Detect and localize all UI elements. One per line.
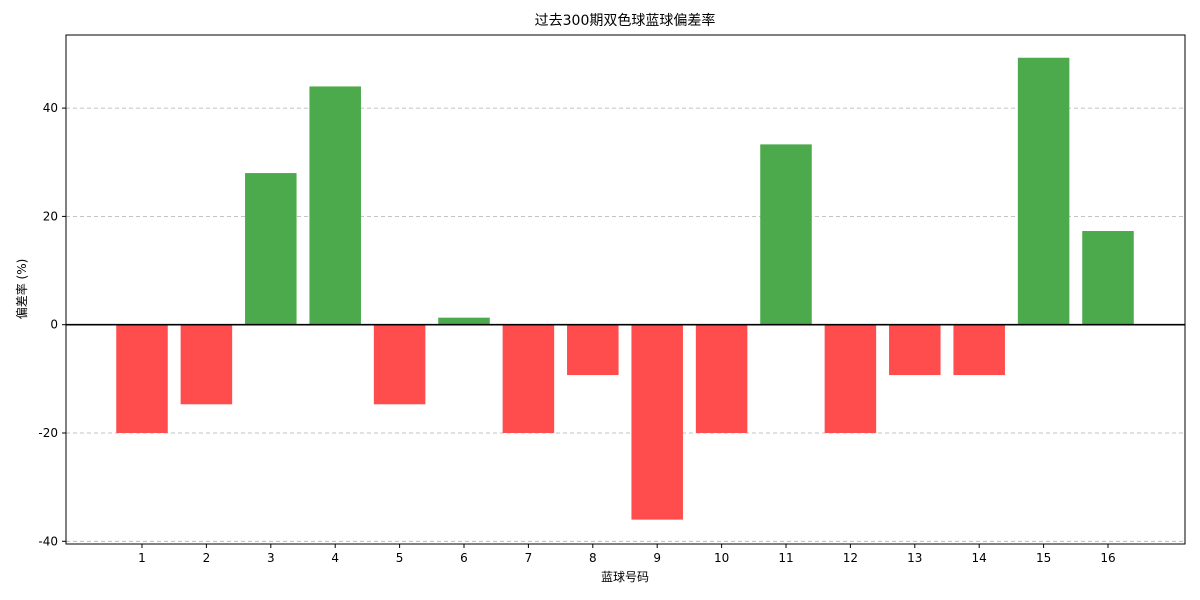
x-tick-label: 14	[972, 551, 987, 565]
bar-15	[1018, 58, 1070, 325]
x-tick-label: 12	[843, 551, 858, 565]
x-tick-label: 4	[331, 551, 339, 565]
bar-2	[181, 325, 233, 405]
bar-5	[374, 325, 426, 405]
bar-8	[567, 325, 619, 375]
plot-frame	[66, 35, 1185, 544]
y-tick-label: 40	[43, 101, 58, 115]
bar-1	[116, 325, 168, 433]
y-tick-label: 20	[43, 209, 58, 223]
bar-4	[309, 86, 361, 324]
chart-title: 过去300期双色球蓝球偏差率	[535, 12, 716, 29]
bar-3	[245, 173, 297, 325]
x-tick-label: 13	[907, 551, 922, 565]
x-tick-label: 7	[525, 551, 533, 565]
bar-14	[953, 325, 1005, 375]
bar-12	[825, 325, 877, 433]
x-tick-label: 3	[267, 551, 275, 565]
bar-6	[438, 318, 490, 325]
x-tick-label: 16	[1100, 551, 1115, 565]
x-tick-label: 9	[653, 551, 661, 565]
bar-10	[696, 325, 748, 433]
y-tick-label: 0	[50, 318, 58, 332]
x-tick-label: 8	[589, 551, 597, 565]
x-tick-label: 10	[714, 551, 729, 565]
bar-9	[631, 325, 683, 520]
bar-layer	[66, 58, 1185, 520]
x-tick-label: 2	[203, 551, 211, 565]
x-tick-label: 5	[396, 551, 404, 565]
bar-7	[503, 325, 555, 433]
x-tick-label: 1	[138, 551, 146, 565]
y-tick-label: -40	[38, 534, 58, 548]
bar-11	[760, 144, 812, 324]
x-tick-label: 11	[778, 551, 793, 565]
bar-13	[889, 325, 941, 375]
x-tick-label: 15	[1036, 551, 1051, 565]
bar-16	[1082, 231, 1134, 325]
y-axis-title: 偏差率 (%)	[14, 259, 29, 320]
x-tick-label: 6	[460, 551, 468, 565]
y-tick-label: -20	[38, 426, 58, 440]
x-axis-title: 蓝球号码	[601, 570, 649, 584]
